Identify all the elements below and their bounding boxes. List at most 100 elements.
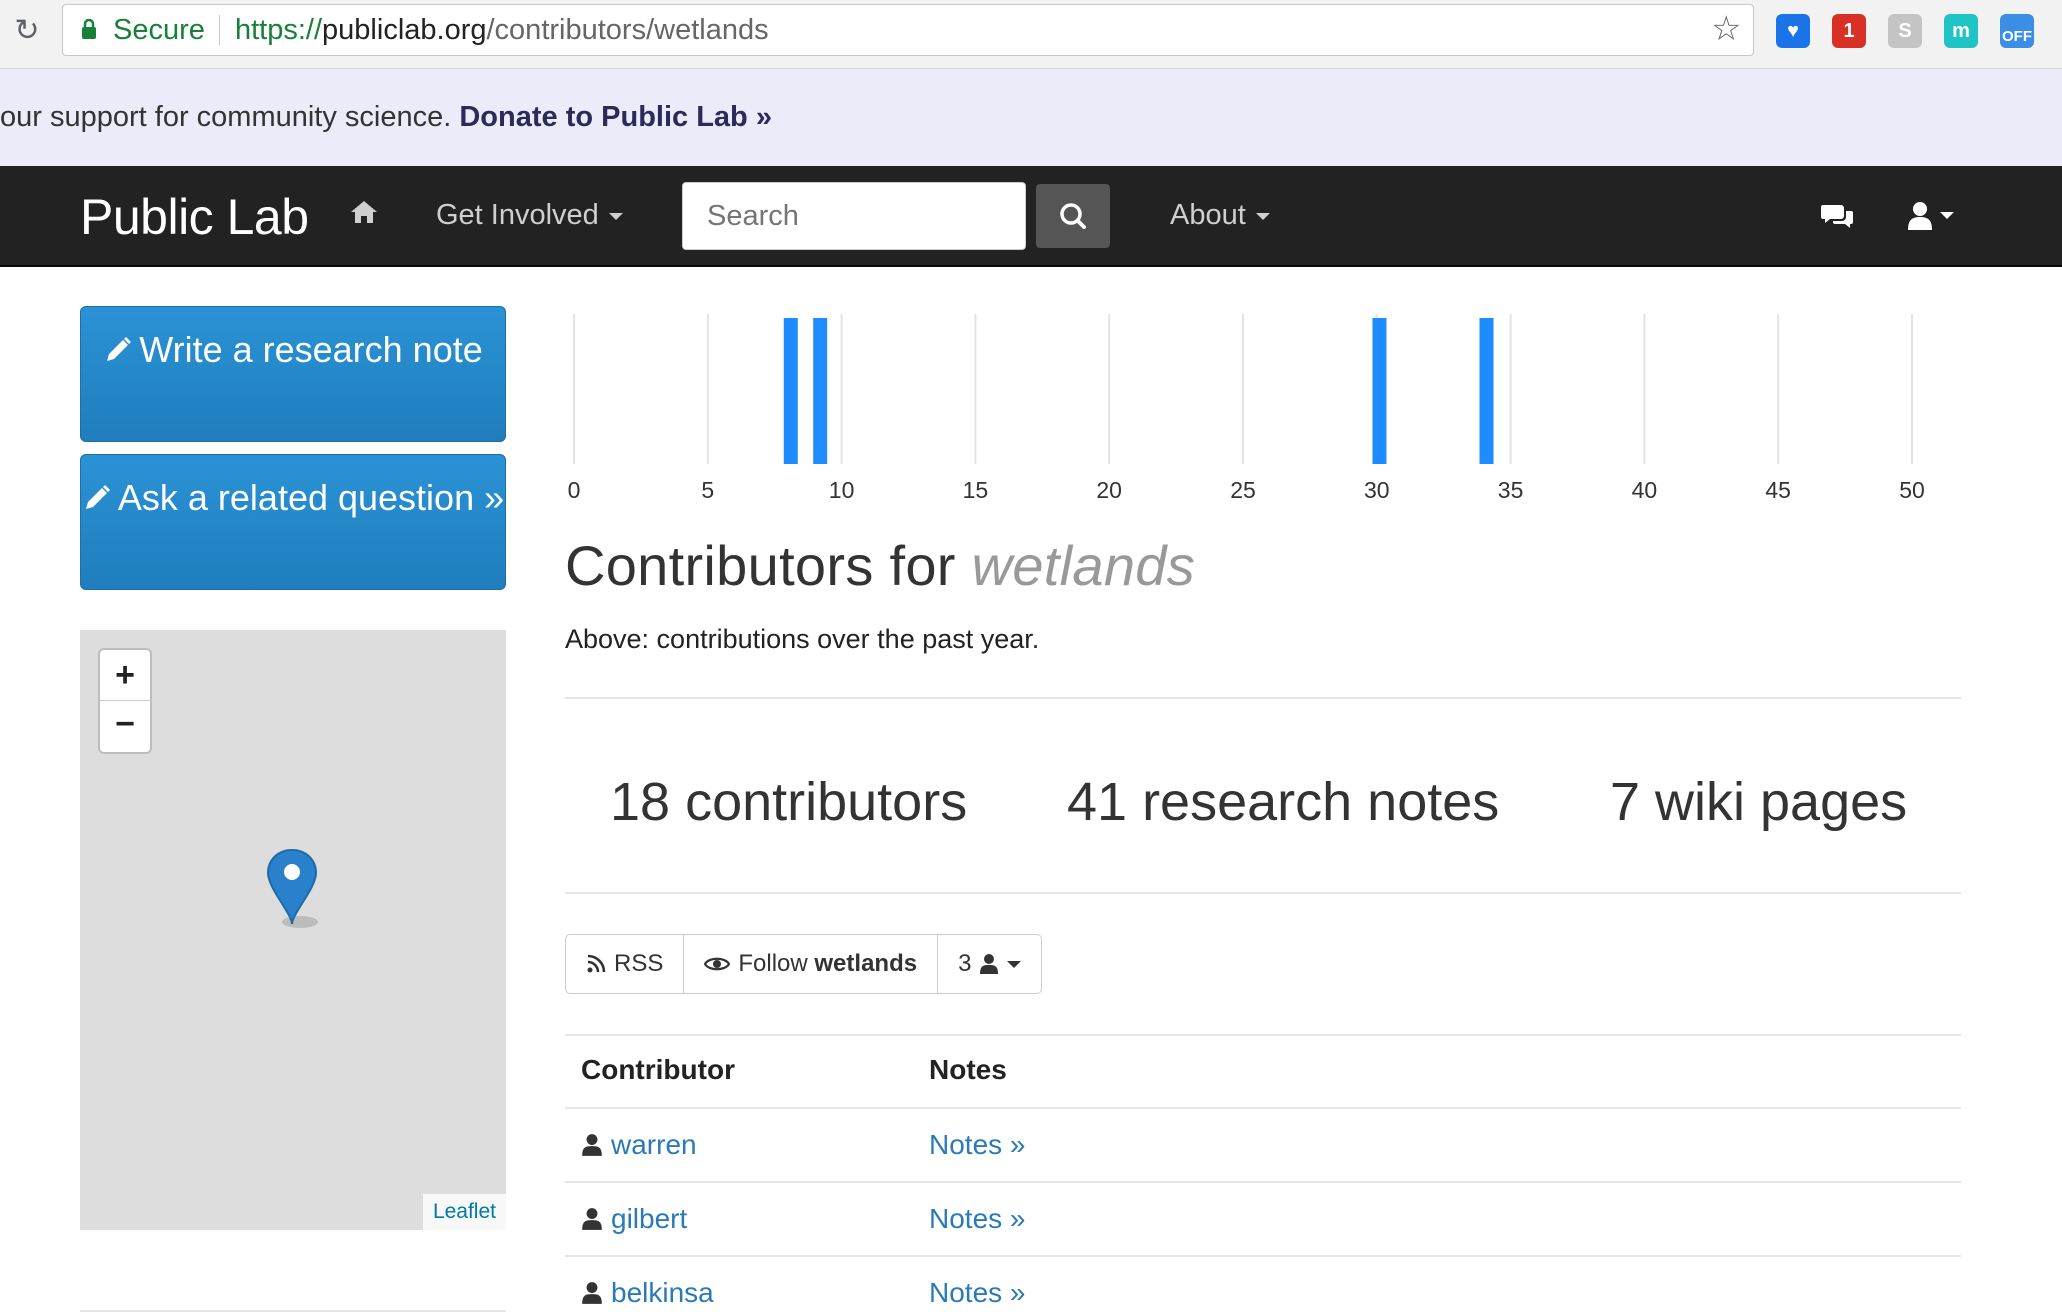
url-separator bbox=[219, 15, 220, 45]
user-icon bbox=[582, 1208, 602, 1230]
home-icon[interactable] bbox=[348, 196, 380, 228]
pencil-icon bbox=[85, 485, 110, 509]
contributor-name: belkinsa bbox=[611, 1277, 714, 1308]
chart-bar bbox=[813, 318, 828, 464]
rss-icon bbox=[587, 954, 606, 973]
page-subtitle: Above: contributions over the past year. bbox=[565, 624, 1040, 654]
followers-count: 3 bbox=[958, 950, 972, 977]
chart-bar bbox=[1372, 318, 1387, 464]
banner-text: our support for community science. Donat… bbox=[0, 101, 772, 134]
chart-tick-label: 25 bbox=[1230, 477, 1256, 503]
write-button-label: Write a research note bbox=[139, 329, 483, 370]
chat-icon[interactable] bbox=[1820, 202, 1854, 230]
leaflet-attribution[interactable]: Leaflet bbox=[422, 1194, 506, 1230]
banner-message: our support for community science. bbox=[0, 101, 460, 133]
chevron-down-icon bbox=[1007, 960, 1022, 968]
divider bbox=[565, 892, 1961, 894]
search-icon bbox=[1060, 203, 1086, 229]
chart-tick-label: 50 bbox=[1899, 477, 1925, 503]
zoom-out-button[interactable]: − bbox=[115, 705, 135, 743]
skype-extension-icon[interactable]: S bbox=[1888, 14, 1922, 48]
notes-link[interactable]: Notes » bbox=[929, 1277, 1026, 1308]
bookmark-star-icon[interactable]: ☆ bbox=[1711, 10, 1742, 48]
brand-logo[interactable]: Public Lab bbox=[80, 189, 309, 245]
chart-tick-label: 20 bbox=[1096, 477, 1122, 503]
follow-tag: wetlands bbox=[814, 950, 918, 977]
get-involved-label: Get Involved bbox=[436, 199, 599, 231]
user-menu[interactable] bbox=[1908, 198, 1964, 234]
chart-tick-label: 40 bbox=[1632, 477, 1658, 503]
location-map[interactable]: + − Leaflet bbox=[80, 630, 506, 1230]
followers-dropdown[interactable]: 3 bbox=[938, 935, 1041, 993]
search-input[interactable] bbox=[682, 182, 1026, 250]
mail-extension-icon[interactable]: 1 bbox=[1832, 14, 1866, 48]
chart-tick-label: 30 bbox=[1364, 477, 1390, 503]
chart-bar bbox=[1479, 318, 1494, 464]
page-title: Contributors for wetlands bbox=[565, 534, 1195, 598]
m-extension-icon[interactable]: m bbox=[1944, 14, 1978, 48]
heart-extension-icon[interactable]: ♥ bbox=[1776, 14, 1810, 48]
zoom-control: + − bbox=[98, 648, 152, 754]
notes-link[interactable]: Notes » bbox=[929, 1129, 1026, 1160]
chevron-down-icon bbox=[608, 212, 623, 220]
ask-button-label: Ask a related question » bbox=[117, 477, 505, 518]
url-path: /contributors/wetlands bbox=[486, 14, 769, 46]
off-extension-icon[interactable]: OFF bbox=[2000, 14, 2034, 48]
user-icon bbox=[582, 1134, 602, 1156]
zoom-in-button[interactable]: + bbox=[100, 650, 150, 701]
url-text[interactable]: https://publiclab.org/contributors/wetla… bbox=[235, 15, 769, 45]
lock-icon bbox=[82, 19, 96, 39]
address-bar[interactable]: Secure https://publiclab.org/contributor… bbox=[62, 4, 1754, 56]
donate-banner: our support for community science. Donat… bbox=[0, 69, 2062, 166]
chart-tick-label: 10 bbox=[829, 477, 855, 503]
chart-tick-label: 45 bbox=[1765, 477, 1791, 503]
contributor-link[interactable]: gilbert bbox=[581, 1203, 687, 1235]
column-header-notes: Notes bbox=[929, 1054, 1007, 1085]
divider bbox=[565, 697, 1961, 699]
contributions-chart: 0 5 10 15 20 25 30 35 40 45 50 bbox=[568, 314, 1925, 503]
divider bbox=[565, 1034, 1961, 1036]
chart-tick-label: 15 bbox=[963, 477, 989, 503]
url-host: publiclab.org bbox=[322, 14, 487, 46]
rss-label: RSS bbox=[614, 950, 664, 977]
reload-icon[interactable]: ↻ bbox=[14, 14, 40, 47]
user-icon bbox=[1908, 202, 1932, 230]
donate-link[interactable]: Donate to Public Lab » bbox=[459, 101, 772, 133]
chart-tick-label: 35 bbox=[1498, 477, 1524, 503]
ask-question-button[interactable]: Ask a related question » bbox=[80, 454, 506, 590]
research-notes-count: 41 research notes bbox=[1067, 772, 1500, 832]
get-involved-menu[interactable]: Get Involved bbox=[436, 198, 623, 232]
contributor-name: warren bbox=[611, 1129, 697, 1160]
rss-button[interactable]: RSS bbox=[566, 935, 685, 993]
contributors-count: 18 contributors bbox=[610, 772, 968, 832]
user-icon bbox=[980, 954, 999, 974]
user-icon bbox=[582, 1282, 602, 1304]
search-button[interactable] bbox=[1036, 184, 1110, 248]
title-tag: wetlands bbox=[971, 534, 1196, 597]
url-protocol: https:// bbox=[235, 14, 323, 46]
chart-tick-label: 0 bbox=[568, 477, 581, 503]
pencil-icon bbox=[107, 337, 132, 361]
wiki-pages-count: 7 wiki pages bbox=[1610, 772, 1908, 832]
eye-icon bbox=[704, 957, 731, 971]
chart-tick-label: 5 bbox=[701, 477, 714, 503]
divider bbox=[565, 1181, 1961, 1183]
contributor-link[interactable]: belkinsa bbox=[581, 1277, 714, 1309]
browser-toolbar: ↻ Secure https://publiclab.org/contribut… bbox=[0, 0, 2062, 69]
map-marker-icon[interactable] bbox=[266, 848, 318, 932]
notes-link[interactable]: Notes » bbox=[929, 1203, 1026, 1234]
follow-button[interactable]: Follow wetlands bbox=[684, 935, 939, 993]
sidebar-divider bbox=[80, 1310, 506, 1312]
divider bbox=[565, 1107, 1961, 1109]
top-navbar: Public Lab Get Involved About bbox=[0, 166, 2062, 267]
chevron-down-icon bbox=[1940, 212, 1954, 219]
about-label: About bbox=[1170, 199, 1246, 231]
write-research-note-button[interactable]: Write a research note bbox=[80, 306, 506, 442]
chevron-down-icon bbox=[1255, 212, 1270, 220]
title-prefix: Contributors for bbox=[565, 534, 972, 597]
secure-label: Secure bbox=[113, 14, 205, 46]
contributor-link[interactable]: warren bbox=[581, 1129, 697, 1161]
chart-bar bbox=[783, 318, 798, 464]
about-menu[interactable]: About bbox=[1170, 198, 1270, 232]
tag-actions: RSS Follow wetlands 3 bbox=[565, 934, 1043, 994]
